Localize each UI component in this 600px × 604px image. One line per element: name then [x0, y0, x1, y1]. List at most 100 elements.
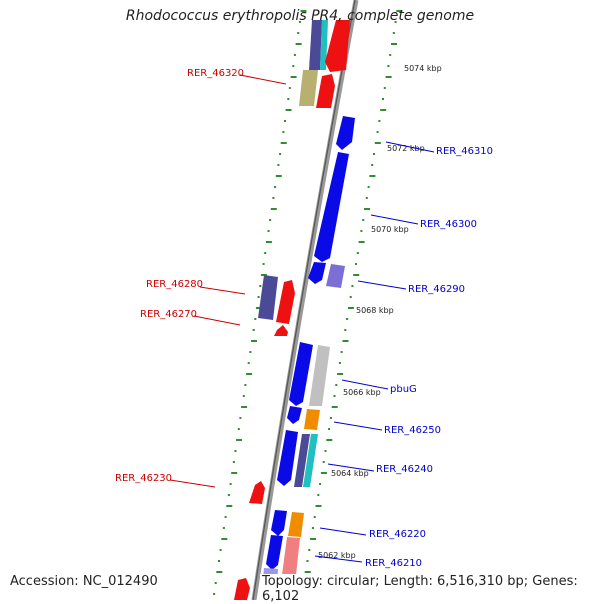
label-rer46300[interactable]: RER_46300 [420, 219, 477, 230]
left-guide-dot [264, 252, 267, 254]
callout-line-rer46310 [385, 141, 435, 153]
right-guide-dot [364, 208, 370, 210]
right-guide-dot [335, 384, 338, 386]
right-guide-dot [356, 252, 359, 254]
label-rer46320[interactable]: RER_46320 [187, 68, 244, 79]
callout-line-rer46210 [314, 555, 363, 563]
label-rer46290[interactable]: RER_46290 [408, 284, 465, 295]
topology-text: Topology: circular; Length: 6,516,310 bp… [260, 574, 600, 604]
label-pbuG[interactable]: pbuG [390, 384, 417, 395]
left-guide-dot [280, 142, 287, 144]
right-guide-dot [355, 263, 357, 265]
gene-blue-rer46260[interactable] [289, 342, 313, 406]
left-guide-dot [295, 43, 302, 45]
left-guide-dot [284, 120, 286, 122]
left-guide-dot [282, 131, 285, 133]
right-guide-dot [385, 76, 392, 78]
left-guide-dot [219, 549, 222, 551]
right-guide-dot [342, 340, 349, 342]
right-guide-dot [374, 142, 381, 144]
gene-purple-rer46280[interactable] [258, 275, 278, 320]
left-guide-dot [259, 285, 262, 287]
gene-red-rer46280[interactable] [276, 280, 295, 324]
left-guide-dot [277, 164, 280, 166]
label-rer46210[interactable]: RER_46210 [365, 558, 422, 569]
backbone-shadow [252, 0, 356, 600]
right-dot-guide [301, 10, 403, 595]
label-rer46220[interactable]: RER_46220 [369, 529, 426, 540]
right-guide-dot [346, 318, 349, 320]
right-guide-dot [378, 120, 381, 122]
right-guide-dot [353, 274, 360, 276]
label-rer46230[interactable]: RER_46230 [115, 473, 172, 484]
left-guide-dot [227, 494, 230, 496]
right-guide-dot [340, 351, 343, 353]
gene-olive-rer46320[interactable] [299, 70, 318, 106]
map-title: Rhodococcus erythropolis PR4, complete g… [125, 8, 475, 24]
right-guide-dot [315, 505, 322, 507]
left-guide-dot [292, 65, 295, 67]
gene-features [234, 20, 355, 600]
left-guide-dot [257, 296, 260, 298]
gene-orange-rer46250[interactable] [304, 409, 320, 430]
gene-blue-rer46210[interactable] [266, 535, 283, 570]
gene-blue-rer46220[interactable] [271, 510, 287, 536]
gene-red-rer46320[interactable] [316, 74, 335, 108]
gene-red-bottom[interactable] [234, 578, 250, 600]
callout-line-rer46220 [319, 527, 367, 536]
right-guide-dot [394, 21, 397, 23]
left-guide-dot [260, 274, 267, 276]
gene-blue-rer46250[interactable] [287, 406, 302, 424]
gene-red-rer46270[interactable] [274, 325, 288, 336]
right-guide-dot [367, 186, 370, 188]
right-guide-dot [349, 296, 352, 298]
callout-line-rer46320 [239, 74, 287, 85]
gene-pink-rer46210[interactable] [282, 537, 300, 575]
left-guide-dot [234, 450, 237, 452]
right-guide-dot [369, 175, 376, 177]
label-rer46240[interactable]: RER_46240 [376, 464, 433, 475]
callout-line-rer46280 [199, 286, 246, 295]
left-guide-dot [275, 175, 282, 177]
gene-cyan-rer46240[interactable] [303, 434, 318, 487]
tick-5066: 5066 kbp [343, 388, 381, 397]
gene-red-rer46230[interactable] [249, 481, 265, 504]
gene-purple-rer46240[interactable] [294, 434, 310, 487]
right-guide-dot [382, 98, 384, 100]
right-guide-dot [396, 10, 403, 12]
gene-red-top[interactable] [325, 20, 350, 72]
right-guide-dot [310, 538, 317, 540]
left-guide-dot [221, 538, 228, 540]
left-guide-dot [247, 362, 250, 364]
right-guide-dot [344, 329, 347, 331]
label-rer46270[interactable]: RER_46270 [140, 309, 197, 320]
gene-purple-top[interactable] [309, 20, 322, 70]
left-guide-dot [244, 384, 247, 386]
gene-blue-rer46240a[interactable] [277, 430, 298, 486]
gene-blue-rer46310[interactable] [336, 116, 355, 150]
label-rer46250[interactable]: RER_46250 [384, 425, 441, 436]
label-rer46310[interactable]: RER_46310 [436, 146, 493, 157]
tick-5064: 5064 kbp [331, 469, 369, 478]
callout-line-pbuG [341, 379, 389, 390]
left-guide-dot [216, 571, 223, 573]
right-guide-dot [326, 439, 333, 441]
scale-ticks: 5074 kbp 5072 kbp 5070 kbp 5068 kbp 5066… [318, 64, 442, 560]
gene-orange-rer46220[interactable] [288, 512, 304, 537]
tick-5070: 5070 kbp [371, 225, 409, 234]
left-guide-dot [272, 197, 275, 199]
right-guide-dot [331, 406, 338, 408]
callout-line-rer46240 [327, 463, 375, 472]
right-guide-dot [317, 494, 320, 496]
gene-gray-pbuG[interactable] [309, 345, 330, 406]
label-rer46280[interactable]: RER_46280 [146, 279, 203, 290]
gene-blue-rer46300[interactable] [314, 152, 349, 262]
gene-lavender-rer46290[interactable] [326, 264, 345, 288]
left-guide-dot [255, 307, 262, 309]
right-guide-dot [387, 65, 390, 67]
left-guide-dot [218, 560, 220, 562]
left-guide-dot [269, 219, 272, 221]
gene-blue-rer46290[interactable] [308, 262, 326, 284]
gene-cyan-top[interactable] [320, 20, 328, 70]
